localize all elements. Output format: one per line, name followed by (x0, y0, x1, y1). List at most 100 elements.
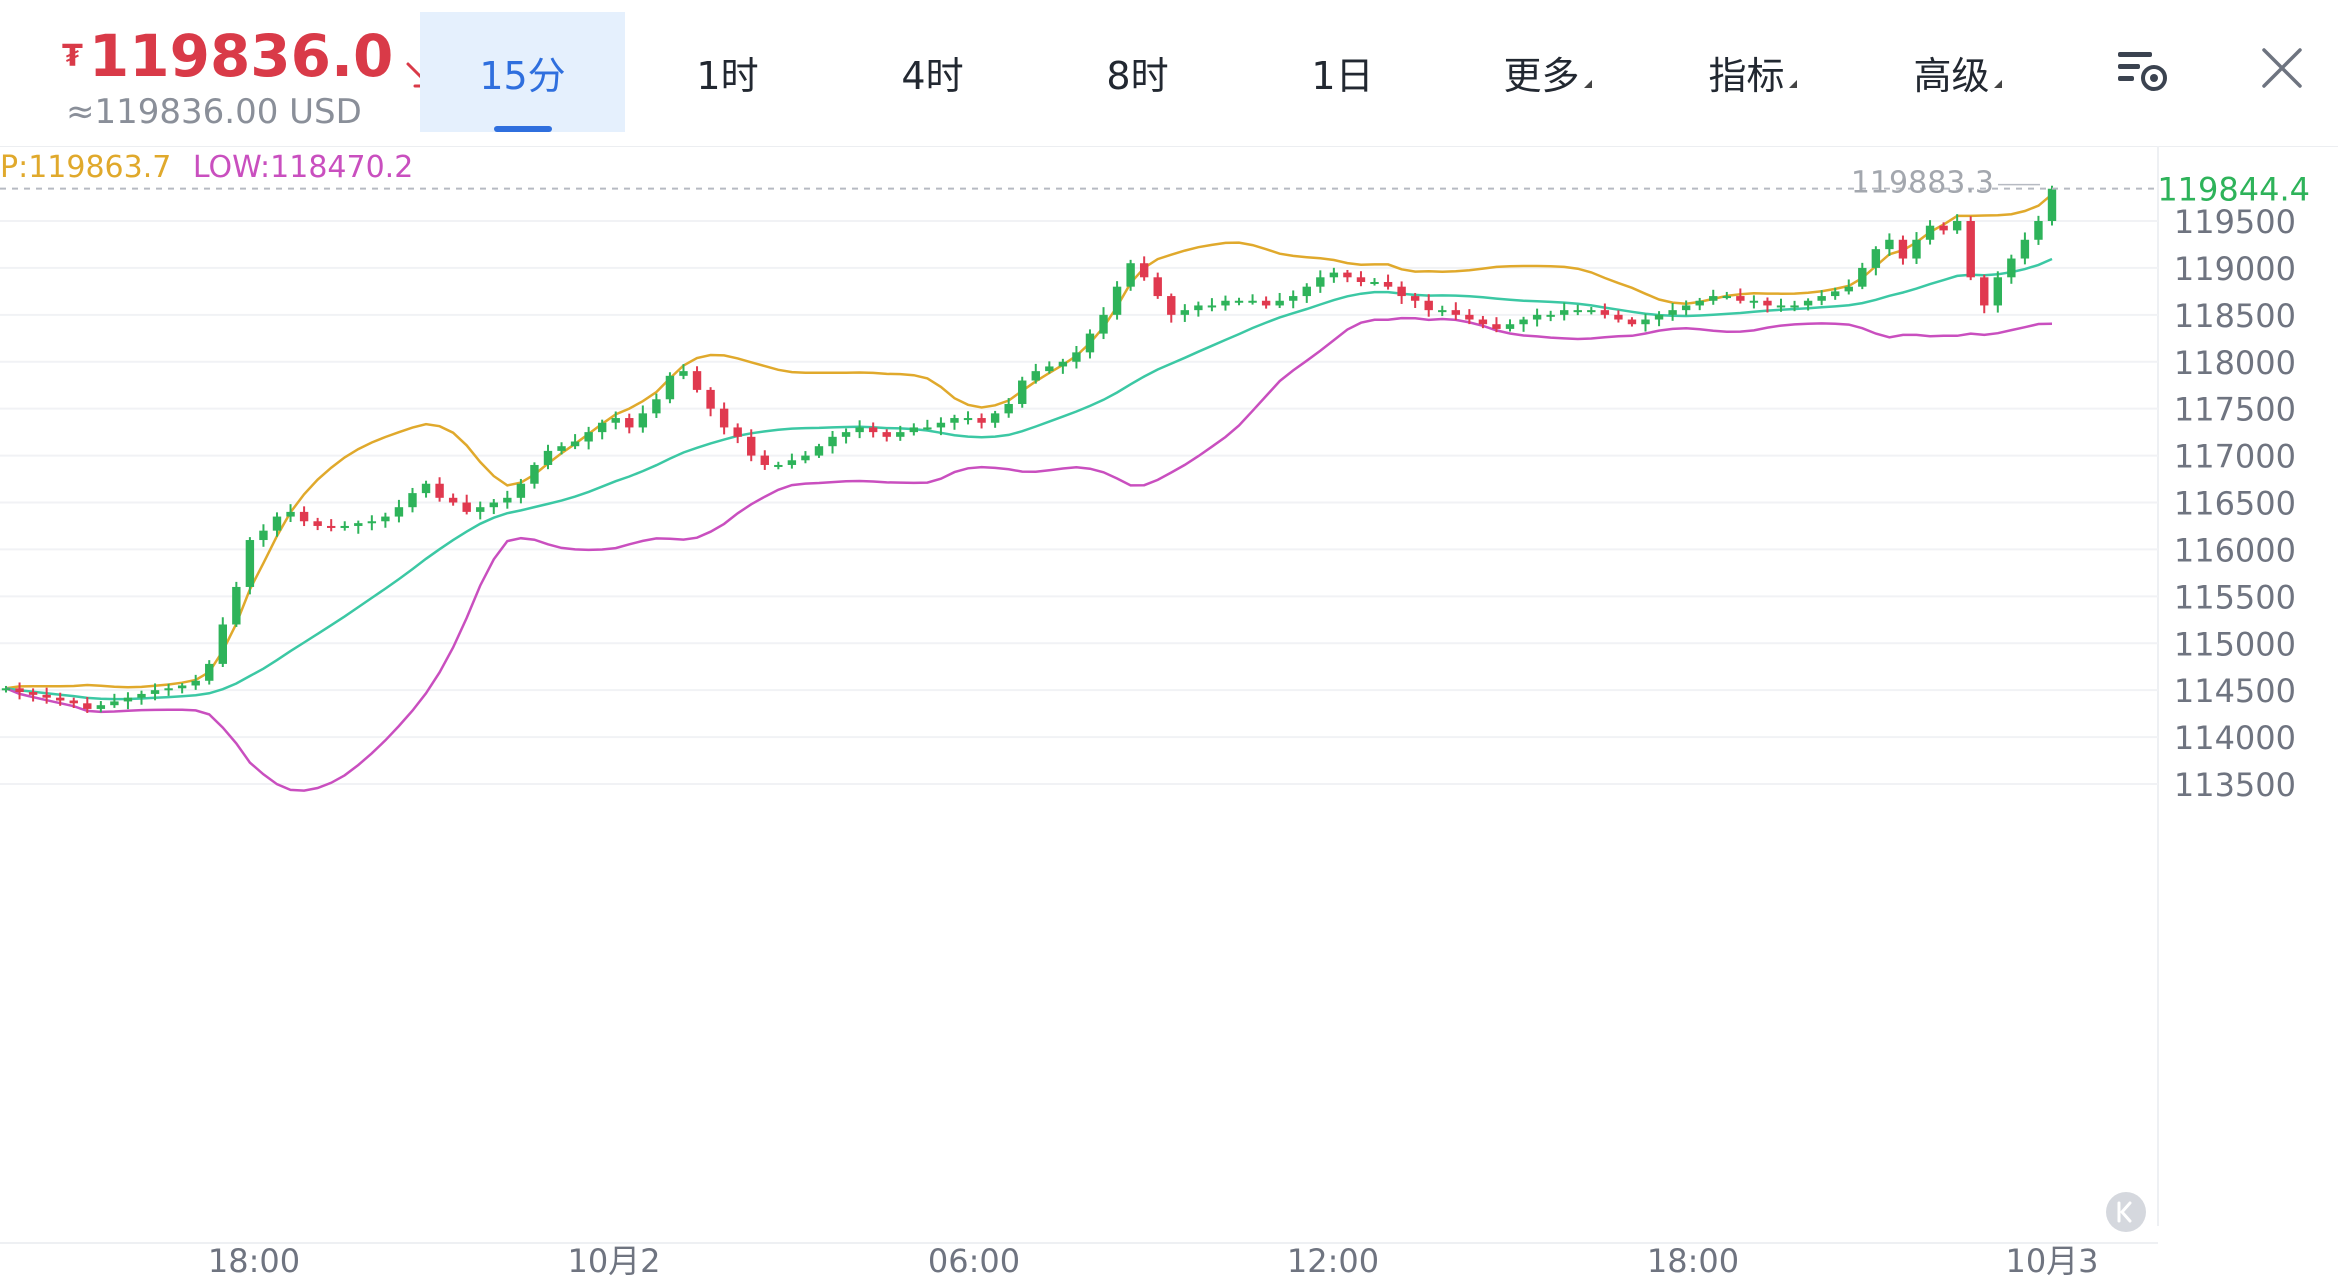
candle-body (828, 436, 837, 447)
price-header: ₮ 119836.0 ≈119836.00 USD (62, 14, 432, 144)
candle-body (1316, 277, 1325, 287)
last-price-value: 119836.0 (88, 22, 394, 90)
candle-body (367, 521, 377, 524)
candle-body (774, 464, 783, 467)
candle-body (1207, 305, 1217, 308)
candlestick-chart[interactable]: 119500 119000 118500 118000 117500 117000 1165… (0, 146, 2338, 1280)
candle-body (326, 525, 336, 528)
tab-8h[interactable]: 8时 (1035, 12, 1240, 132)
candle-body (408, 493, 417, 508)
time-tick-label: 10月3 (2005, 1242, 2098, 1280)
price-tick-label: 113500 (2174, 766, 2296, 804)
time-tick-label: 12:00 (1287, 1242, 1379, 1280)
candle-body (1831, 291, 1840, 297)
dropdown-triangle-icon (1993, 80, 2002, 88)
candle-body (421, 483, 431, 494)
candle-body (1871, 249, 1881, 268)
candle-body (611, 418, 620, 423)
candle-body (692, 371, 702, 390)
candle-body (638, 413, 648, 428)
tab-label: 高级 (1913, 53, 1990, 98)
candle-body (1045, 366, 1054, 372)
tab-label: 8时 (1106, 53, 1169, 98)
candle-body (1722, 296, 1732, 299)
candle-body (1532, 314, 1542, 320)
candle-body (245, 540, 255, 587)
tab-4h[interactable]: 4时 (830, 12, 1035, 132)
price-markers: 119844.4 119883.3 (0, 166, 2310, 1232)
tab-15m[interactable]: 15分 (420, 12, 625, 132)
candle-body (747, 436, 756, 456)
candle-body (652, 399, 661, 414)
price-tick-label: 118000 (2174, 344, 2296, 382)
tab-more[interactable]: 更多 (1445, 12, 1650, 132)
price-tick-label: 117500 (2174, 391, 2296, 429)
candle-body (1018, 380, 1027, 404)
candle-body (543, 450, 553, 465)
candle-body (1438, 310, 1447, 313)
tab-1d[interactable]: 1日 (1240, 12, 1445, 132)
candle-body (557, 446, 566, 451)
active-tab-indicator (494, 126, 552, 132)
candle-body (787, 460, 797, 465)
close-icon[interactable] (2254, 40, 2314, 100)
candle-body (855, 427, 864, 433)
candle-body (1885, 239, 1894, 250)
candle-body (1966, 221, 1975, 278)
jump-to-latest-icon[interactable] (2106, 1192, 2146, 1232)
candle-body (977, 418, 986, 423)
candle-body (83, 703, 92, 709)
price-tick-label: 119000 (2174, 250, 2296, 288)
tab-label: 1日 (1311, 53, 1374, 98)
candle-body (232, 586, 241, 625)
chart-settings-icon[interactable] (2114, 40, 2174, 100)
candle-body (1, 688, 11, 691)
candle-body (1099, 314, 1108, 334)
candle-body (354, 523, 363, 526)
candle-body (597, 422, 607, 433)
candle-body (150, 690, 160, 694)
candle-body (164, 688, 173, 691)
candle-body (381, 516, 390, 522)
price-tick-label: 117000 (2174, 438, 2296, 476)
candle-body (205, 663, 214, 681)
candle-body (1560, 310, 1569, 315)
header-divider (0, 146, 2338, 147)
tab-indicators[interactable]: 指标 (1650, 12, 1855, 132)
price-tick-label: 118500 (2174, 297, 2296, 335)
candle-body (1383, 281, 1393, 287)
candle-body (259, 530, 268, 541)
price-tick-label: 114000 (2174, 719, 2296, 757)
candle-body (990, 413, 1000, 423)
candle-body (1993, 277, 2003, 306)
candle-body (28, 692, 38, 695)
tab-label: 4时 (901, 53, 964, 98)
candle-body (42, 694, 51, 698)
candle-body (1248, 300, 1257, 303)
candle-body (191, 680, 200, 686)
time-tick-label: 06:00 (928, 1242, 1020, 1280)
candle-body (1939, 225, 1948, 231)
price-tick-label: 115500 (2174, 578, 2296, 616)
candle-body (1668, 310, 1677, 315)
candle-body (1343, 272, 1352, 278)
candle-body (1925, 225, 1935, 240)
tab-advanced[interactable]: 高级 (1855, 12, 2060, 132)
candle-body (1004, 403, 1013, 414)
price-tick-label: 116500 (2174, 485, 2296, 523)
candle-body (1614, 314, 1623, 320)
bollinger-legend: P:119863.7 LOW:118470.2 (0, 150, 413, 190)
candle-body (625, 418, 634, 428)
candle-body (1641, 319, 1650, 325)
tab-1h[interactable]: 1时 (625, 12, 830, 132)
candle-body (476, 507, 485, 512)
candle-body (2034, 221, 2043, 240)
candle-body (1505, 324, 1515, 329)
tab-label: 指标 (1708, 53, 1785, 98)
candle-body (1424, 300, 1433, 311)
candle-body (1397, 286, 1406, 297)
candle-body (1058, 361, 1068, 367)
timeframe-tabs: 15分 1时 4时 8时 1日 更多 指标 高级 (420, 12, 2060, 134)
candle-body (1627, 319, 1637, 325)
